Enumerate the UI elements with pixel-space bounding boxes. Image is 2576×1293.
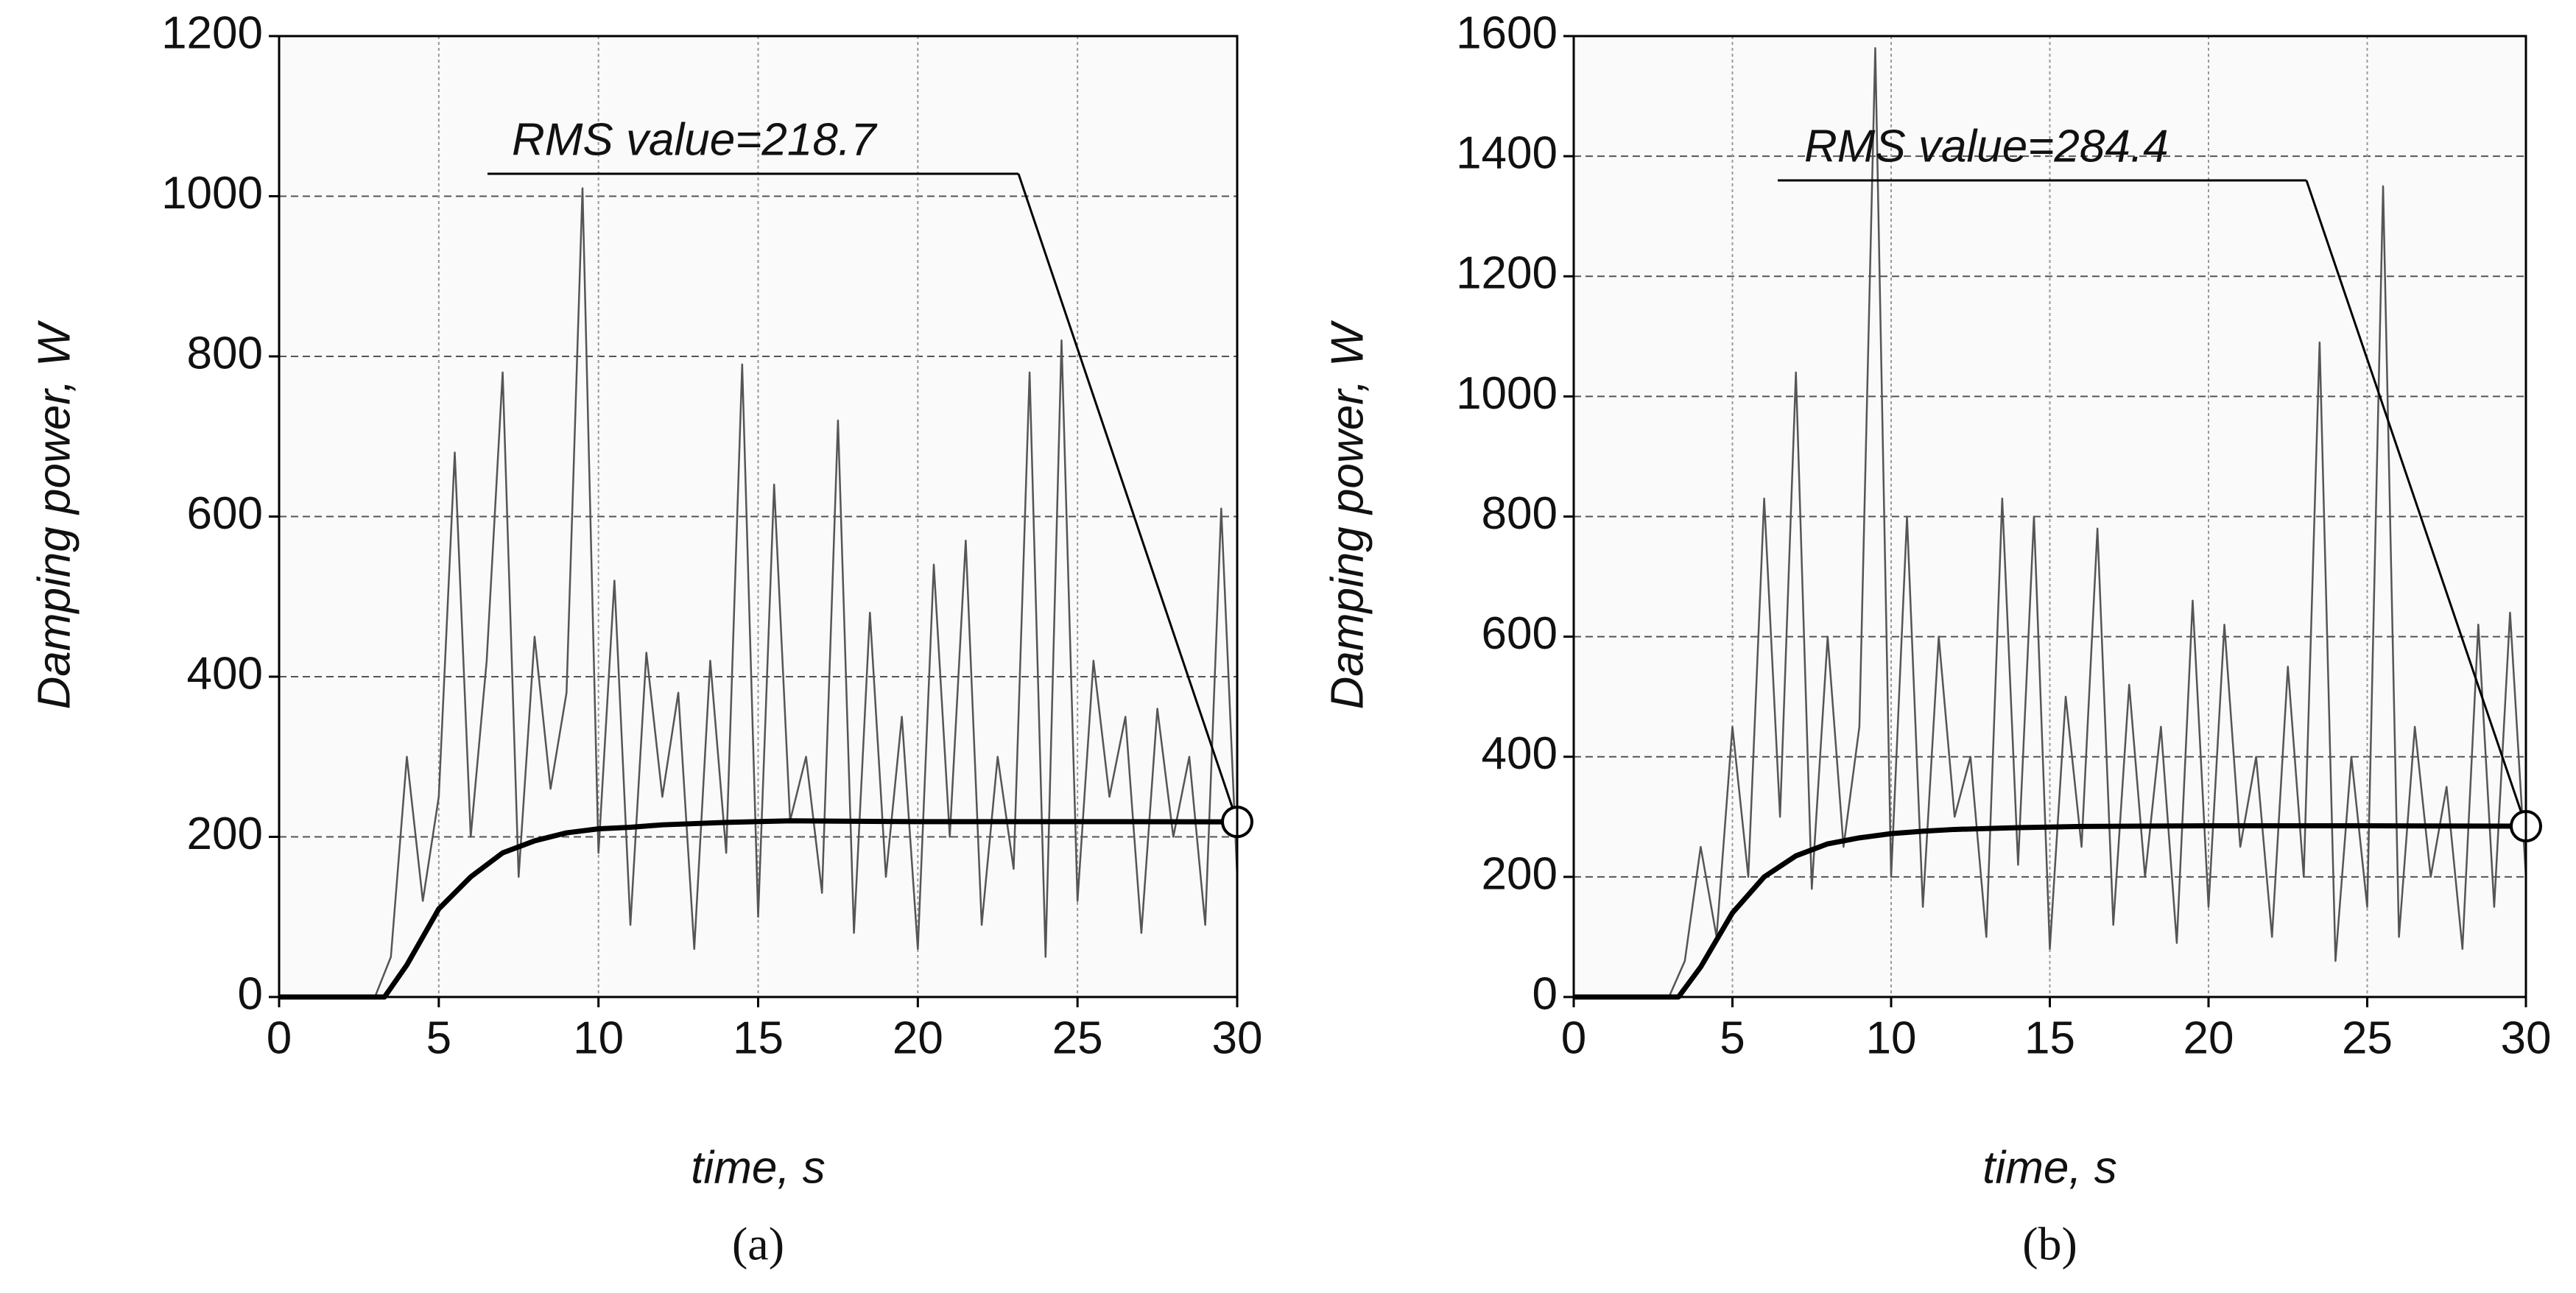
y-tick-label: 1200: [161, 7, 263, 58]
panel-label: (a): [732, 1218, 784, 1270]
x-tick-label: 20: [893, 1012, 943, 1063]
annotation: RMS value=284.4: [1804, 121, 2169, 172]
annotation: RMS value=218.7: [512, 114, 878, 165]
plot-frame: [278, 35, 1239, 998]
y-tick-label: 1000: [1456, 368, 1558, 419]
x-tick-label: 30: [1212, 1012, 1263, 1063]
x-tick-label: 10: [1866, 1012, 1917, 1063]
x-tick-label: 25: [2342, 1012, 2393, 1063]
x-tick-label: 15: [733, 1012, 784, 1063]
signal-line: [1574, 47, 2527, 998]
x-tick-label: 25: [1052, 1012, 1103, 1063]
y-tick-label: 400: [187, 648, 263, 699]
x-tick-label: 30: [2501, 1012, 2552, 1063]
y-tick-label: 200: [1482, 848, 1558, 899]
x-axis-label: time, s: [691, 1142, 826, 1193]
signal-line: [279, 187, 1239, 998]
y-tick-label: 400: [1482, 728, 1558, 779]
x-tick-label: 0: [267, 1012, 292, 1063]
y-tick-label: 1600: [1456, 7, 1558, 58]
rms-line: [279, 818, 1238, 1000]
y-tick-label: 600: [1482, 608, 1558, 659]
x-tick-label: 5: [426, 1012, 451, 1063]
y-tick-label: 800: [187, 328, 263, 378]
annotation-leader: [2305, 180, 2527, 827]
annotation-leader: [1017, 173, 1239, 822]
x-tick-label: 0: [1561, 1012, 1586, 1063]
x-tick-label: 20: [2183, 1012, 2234, 1063]
x-tick-label: 15: [2024, 1012, 2075, 1063]
plot-frame: [1572, 35, 2527, 998]
y-tick-label: 200: [187, 808, 263, 859]
y-tick-label: 0: [1532, 968, 1558, 1019]
x-tick-label: 5: [1720, 1012, 1745, 1063]
y-tick-label: 600: [187, 488, 263, 539]
panel-label: (b): [2022, 1218, 2077, 1270]
y-axis-label: Damping power, W: [29, 320, 80, 709]
y-tick-label: 1200: [1456, 248, 1558, 299]
y-axis-label: Damping power, W: [1322, 320, 1373, 709]
rms-line: [1574, 823, 2527, 1000]
y-tick-label: 800: [1482, 488, 1558, 539]
y-tick-label: 0: [238, 968, 263, 1019]
y-tick-label: 1000: [161, 168, 263, 219]
x-axis-label: time, s: [1982, 1142, 2117, 1193]
x-tick-label: 10: [573, 1012, 624, 1063]
y-tick-label: 1400: [1456, 128, 1558, 179]
